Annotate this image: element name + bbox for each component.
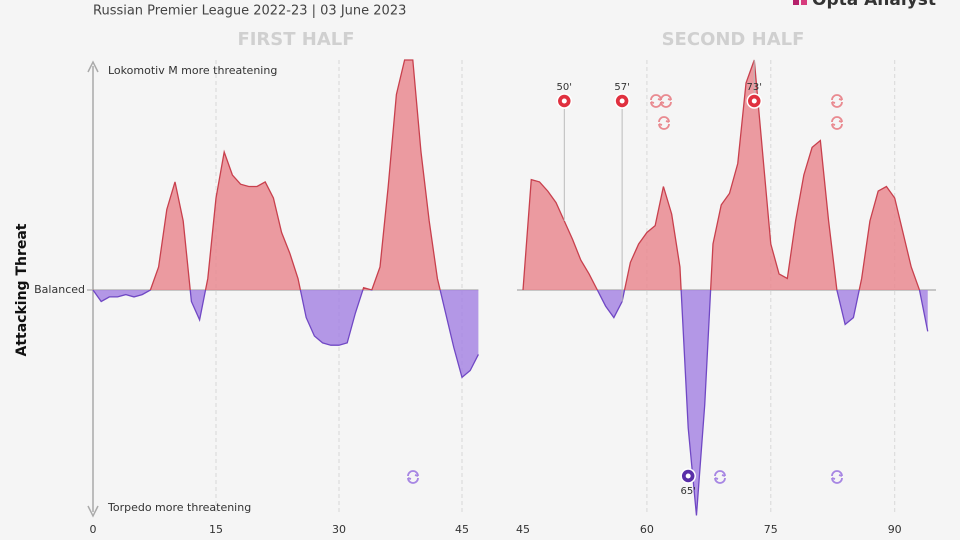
goal-icon-inner xyxy=(561,98,567,104)
sub-icon xyxy=(831,94,843,108)
half-title: SECOND HALF xyxy=(662,29,805,50)
event-label: 50' xyxy=(557,82,572,93)
page-title: Russian Premier League 2022-23 | 03 June… xyxy=(93,4,406,19)
sub-icon xyxy=(407,470,419,484)
area-fill xyxy=(93,60,479,290)
half-title: FIRST HALF xyxy=(237,29,354,50)
area-fill xyxy=(523,60,928,290)
momentum-line xyxy=(522,59,921,290)
brand-logo xyxy=(793,0,799,5)
momentum-line xyxy=(93,59,441,290)
x-tick-label: 30 xyxy=(332,523,346,536)
sub-icon xyxy=(714,470,726,484)
sub-icon xyxy=(660,94,672,108)
goal-icon-inner xyxy=(751,98,757,104)
x-tick-label: 0 xyxy=(90,523,97,536)
y-axis-title: Attacking Threat xyxy=(14,223,30,356)
top-label: Lokomotiv M more threatening xyxy=(108,64,277,77)
brand: Opta Analyst xyxy=(812,0,936,10)
goal-icon-inner xyxy=(619,98,625,104)
sub-icons xyxy=(407,470,843,484)
brand-logo xyxy=(801,0,807,5)
sub-icon xyxy=(831,470,843,484)
y-tick-label: Balanced xyxy=(34,283,85,296)
event-label: 65' xyxy=(680,486,695,497)
goal-icon-inner xyxy=(685,473,691,479)
x-tick-label: 90 xyxy=(888,523,902,536)
sub-icon xyxy=(831,116,843,130)
sub-icon xyxy=(658,116,670,130)
x-tick-label: 15 xyxy=(209,523,223,536)
sub-icon xyxy=(650,94,662,108)
event-label: 57' xyxy=(614,82,629,93)
x-tick-label: 45 xyxy=(516,523,530,536)
x-tick-label: 45 xyxy=(455,523,469,536)
arrow-head xyxy=(87,60,99,518)
bottom-label: Torpedo more threatening xyxy=(107,501,251,514)
x-tick-label: 60 xyxy=(640,523,654,536)
event-label: 73' xyxy=(747,82,762,93)
x-tick-label: 75 xyxy=(764,523,778,536)
